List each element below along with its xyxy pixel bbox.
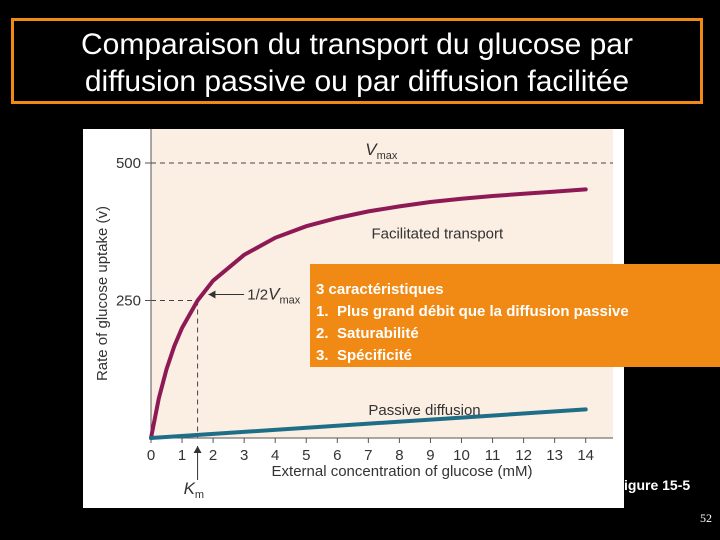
y-tick-label: 500	[116, 155, 141, 172]
callout-heading: 3 caractéristiques	[316, 281, 444, 298]
half-vmax-subscript: max	[279, 295, 300, 307]
slide-title-line-1: Comparaison du transport du glucose par	[81, 28, 633, 61]
slide-title-box: Comparaison du transport du glucose par …	[11, 18, 703, 104]
half-vmax-annotation: 1/2Vmax	[247, 285, 300, 307]
callout-item-text: Plus grand débit que la diffusion passiv…	[337, 303, 629, 320]
y-axis-label: Rate of glucose uptake (v)	[94, 206, 111, 381]
callout-item: 3. Spécificité	[316, 345, 714, 367]
vmax-subscript: max	[377, 150, 398, 162]
callout-item-text: Spécificité	[337, 347, 413, 364]
km-subscript: m	[195, 489, 204, 501]
x-axis-label: External concentration of glucose (mM)	[272, 463, 533, 480]
x-tick-label: 4	[271, 447, 279, 464]
passive-diffusion-label: Passive diffusion	[368, 402, 480, 419]
slide-title-line-2: diffusion passive ou par diffusion facil…	[84, 65, 630, 98]
x-tick-label: 8	[395, 447, 403, 464]
half-vmax-v: V	[268, 285, 281, 304]
x-tick-label: 12	[515, 447, 532, 464]
characteristics-callout: 3 caractéristiques 1. Plus grand débit qu…	[310, 264, 720, 367]
x-tick-label: 3	[240, 447, 248, 464]
figure-reference: igure 15-5	[624, 477, 691, 493]
passive-diffusion-line	[149, 407, 588, 440]
callout-item-number: 3.	[316, 347, 329, 364]
callout-item-number: 2.	[316, 325, 329, 342]
x-tick-label: 6	[333, 447, 341, 464]
callout-item: 2. Saturabilité	[316, 323, 714, 345]
x-tick-label: 11	[485, 447, 501, 464]
x-tick-label: 13	[546, 447, 563, 464]
page-number: 52	[700, 511, 712, 525]
y-tick-label: 250	[116, 293, 141, 310]
half-vmax-arrowhead	[208, 290, 216, 299]
callout-item: 1. Plus grand débit que la diffusion pass…	[316, 301, 714, 323]
x-tick-label: 14	[577, 447, 594, 464]
km-arrowhead	[193, 446, 202, 453]
x-tick-label: 5	[302, 447, 310, 464]
x-tick-label: 7	[364, 447, 372, 464]
x-tick-label: 9	[426, 447, 434, 464]
x-tick-label: 0	[147, 447, 155, 464]
callout-item-number: 1.	[316, 303, 329, 320]
facilitated-transport-curve	[149, 187, 588, 440]
facilitated-transport-label: Facilitated transport	[371, 226, 504, 243]
km-annotation: Km	[184, 479, 205, 501]
callout-item-text: Saturabilité	[337, 325, 419, 342]
x-tick-label: 10	[453, 447, 470, 464]
x-tick-label: 1	[178, 447, 186, 464]
x-tick-label: 2	[209, 447, 217, 464]
